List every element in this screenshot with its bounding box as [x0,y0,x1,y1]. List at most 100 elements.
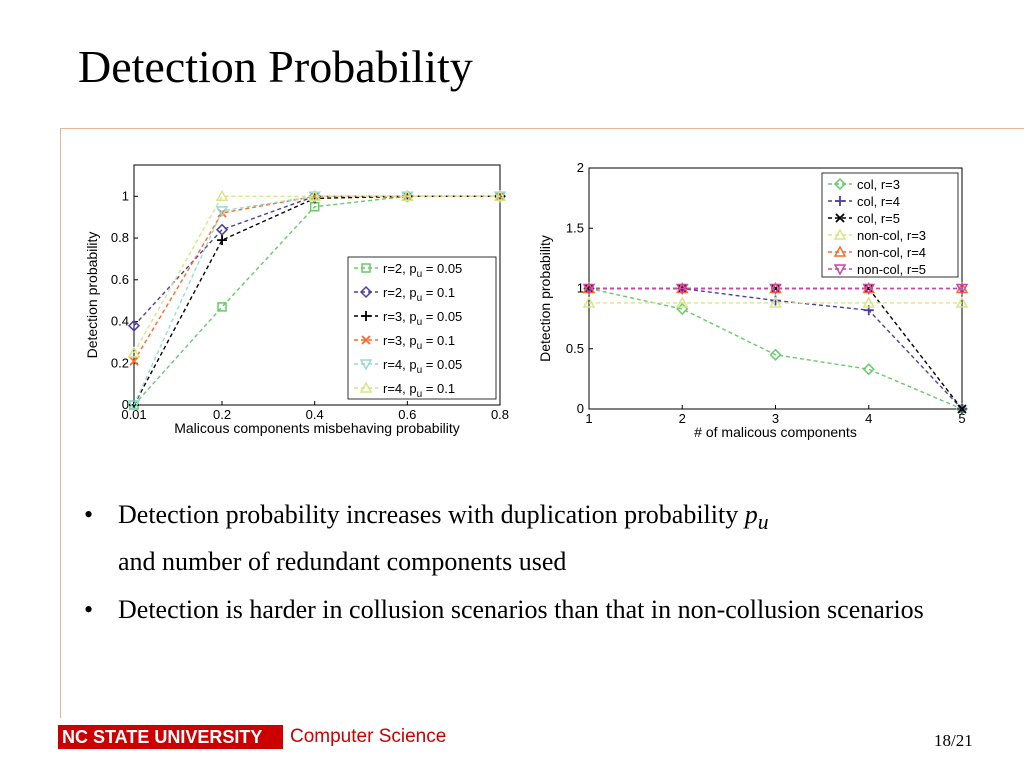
data-point [770,283,781,294]
data-point [361,311,371,321]
bullet-text: Detection is harder in collusion scenari… [118,595,924,625]
series [582,296,969,308]
legend-label: non-col, r=5 [857,262,926,277]
data-point [127,346,141,358]
series-line [589,287,963,410]
y-tick-label: 1 [577,281,584,296]
x-tick-label: 2 [679,411,686,426]
legend-label: r=3, pu = 0.05 [383,309,462,328]
legend-label: non-col, r=3 [857,228,926,243]
y-tick-label: 0.2 [111,355,129,370]
bullet-text: Detection probability increases with dup… [118,500,745,529]
data-point [127,319,141,332]
y-axis-label: Detection probability [84,232,100,359]
legend-label: col, r=5 [857,211,900,226]
y-tick-label: 0.8 [111,230,129,245]
x-tick-label: 0.01 [121,407,146,422]
legend: col, r=3 col, r=4 col, r=5 non-col, r=3 non-… [821,172,959,278]
data-point [493,189,507,202]
left-divider [60,128,61,718]
bullet-dot: • [84,595,94,625]
top-divider [60,128,1024,129]
data-point [955,296,969,308]
data-point [359,359,373,371]
data-point [359,381,373,393]
legend-label: r=2, pu = 0.1 [383,285,455,304]
department-name: Computer Science [290,726,447,747]
x-tick-label: 0.6 [398,407,416,422]
data-point [862,363,875,376]
bullet-item: • Detection probability increases with d… [84,495,984,582]
y-tick-label: 2 [577,160,584,175]
legend-box [821,172,959,278]
legend-label: r=2, pu = 0.05 [383,261,462,280]
data-point [675,296,689,308]
bullet-dot: • [84,500,94,529]
data-point [864,283,874,294]
x-axis-label: # of malicous components [694,424,857,440]
y-tick-label: 0.6 [111,272,129,287]
data-point [957,404,967,414]
y-tick-label: 0 [577,401,584,416]
legend: r=2, pu = 0.05 r=2, pu = 0.1 r=3, pu = 0.0… [347,256,497,400]
x-tick-label: 0.2 [213,407,231,422]
x-tick-label: 5 [958,411,965,426]
data-point [833,264,847,276]
data-point [833,177,847,191]
series [584,283,967,414]
y-tick-label: 1 [122,188,129,203]
bullet-item: • Detection is harder in collusion scena… [84,590,984,630]
data-point [833,245,847,257]
data-point [310,191,320,201]
bullet-list: • Detection probability increases with d… [84,495,984,638]
x-tick-label: 4 [865,411,872,426]
y-tick-label: 1.5 [566,220,584,235]
legend-box [347,256,497,400]
data-point [127,400,141,412]
legend-label: col, r=3 [857,177,900,192]
data-point [129,356,139,366]
data-point [401,189,414,202]
x-tick-label: 1 [585,411,592,426]
data-point [217,235,228,246]
legend-label: non-col, r=4 [857,245,926,260]
data-point [769,296,782,308]
data-point [769,283,782,296]
data-point [215,223,229,236]
data-point [361,263,371,273]
series-line [133,195,500,354]
chart-malicious-components: 1 2 3 4 5 0 0.5 1 1.5 2 # of malicous components De… [537,160,969,440]
data-point [833,228,847,240]
data-point [769,348,782,361]
legend-label: r=3, pu = 0.1 [383,333,455,352]
data-point [217,302,227,312]
page-number: 18/21 [934,731,973,750]
bullet-variable: p [744,500,758,529]
data-point [862,283,876,296]
data-point [835,196,845,206]
data-point [582,296,596,308]
data-point [359,285,373,299]
series [582,283,969,296]
bullet-variable-subscript: u [757,510,769,535]
data-point [361,335,371,345]
data-point [582,283,596,296]
data-point [308,189,321,202]
university-logo: NC STATE UNIVERSITY [58,725,283,749]
y-tick-label: 0.4 [111,314,129,329]
data-point [955,283,969,296]
x-axis-label: Malicous components misbehaving probabil… [174,420,460,436]
x-tick-label: 0.8 [491,407,509,422]
slide-title: Detection Probability [78,41,473,92]
y-axis-label: Detection probability [537,235,553,362]
y-tick-label: 0 [122,397,129,412]
legend-label: r=4, pu = 0.05 [383,357,462,376]
data-point [862,296,876,308]
legend-label: r=4, pu = 0.1 [383,381,455,400]
data-point [215,189,229,202]
bullet-text-continued: and number of redundant components used [118,547,567,577]
data-point [675,283,689,296]
x-tick-label: 3 [772,411,779,426]
chart-misbehaving-probability: 0.01 0.2 0.4 0.6 0.8 0 0.2 0.4 0.6 0.8 1 Malicous c… [84,164,509,436]
series [127,189,507,358]
